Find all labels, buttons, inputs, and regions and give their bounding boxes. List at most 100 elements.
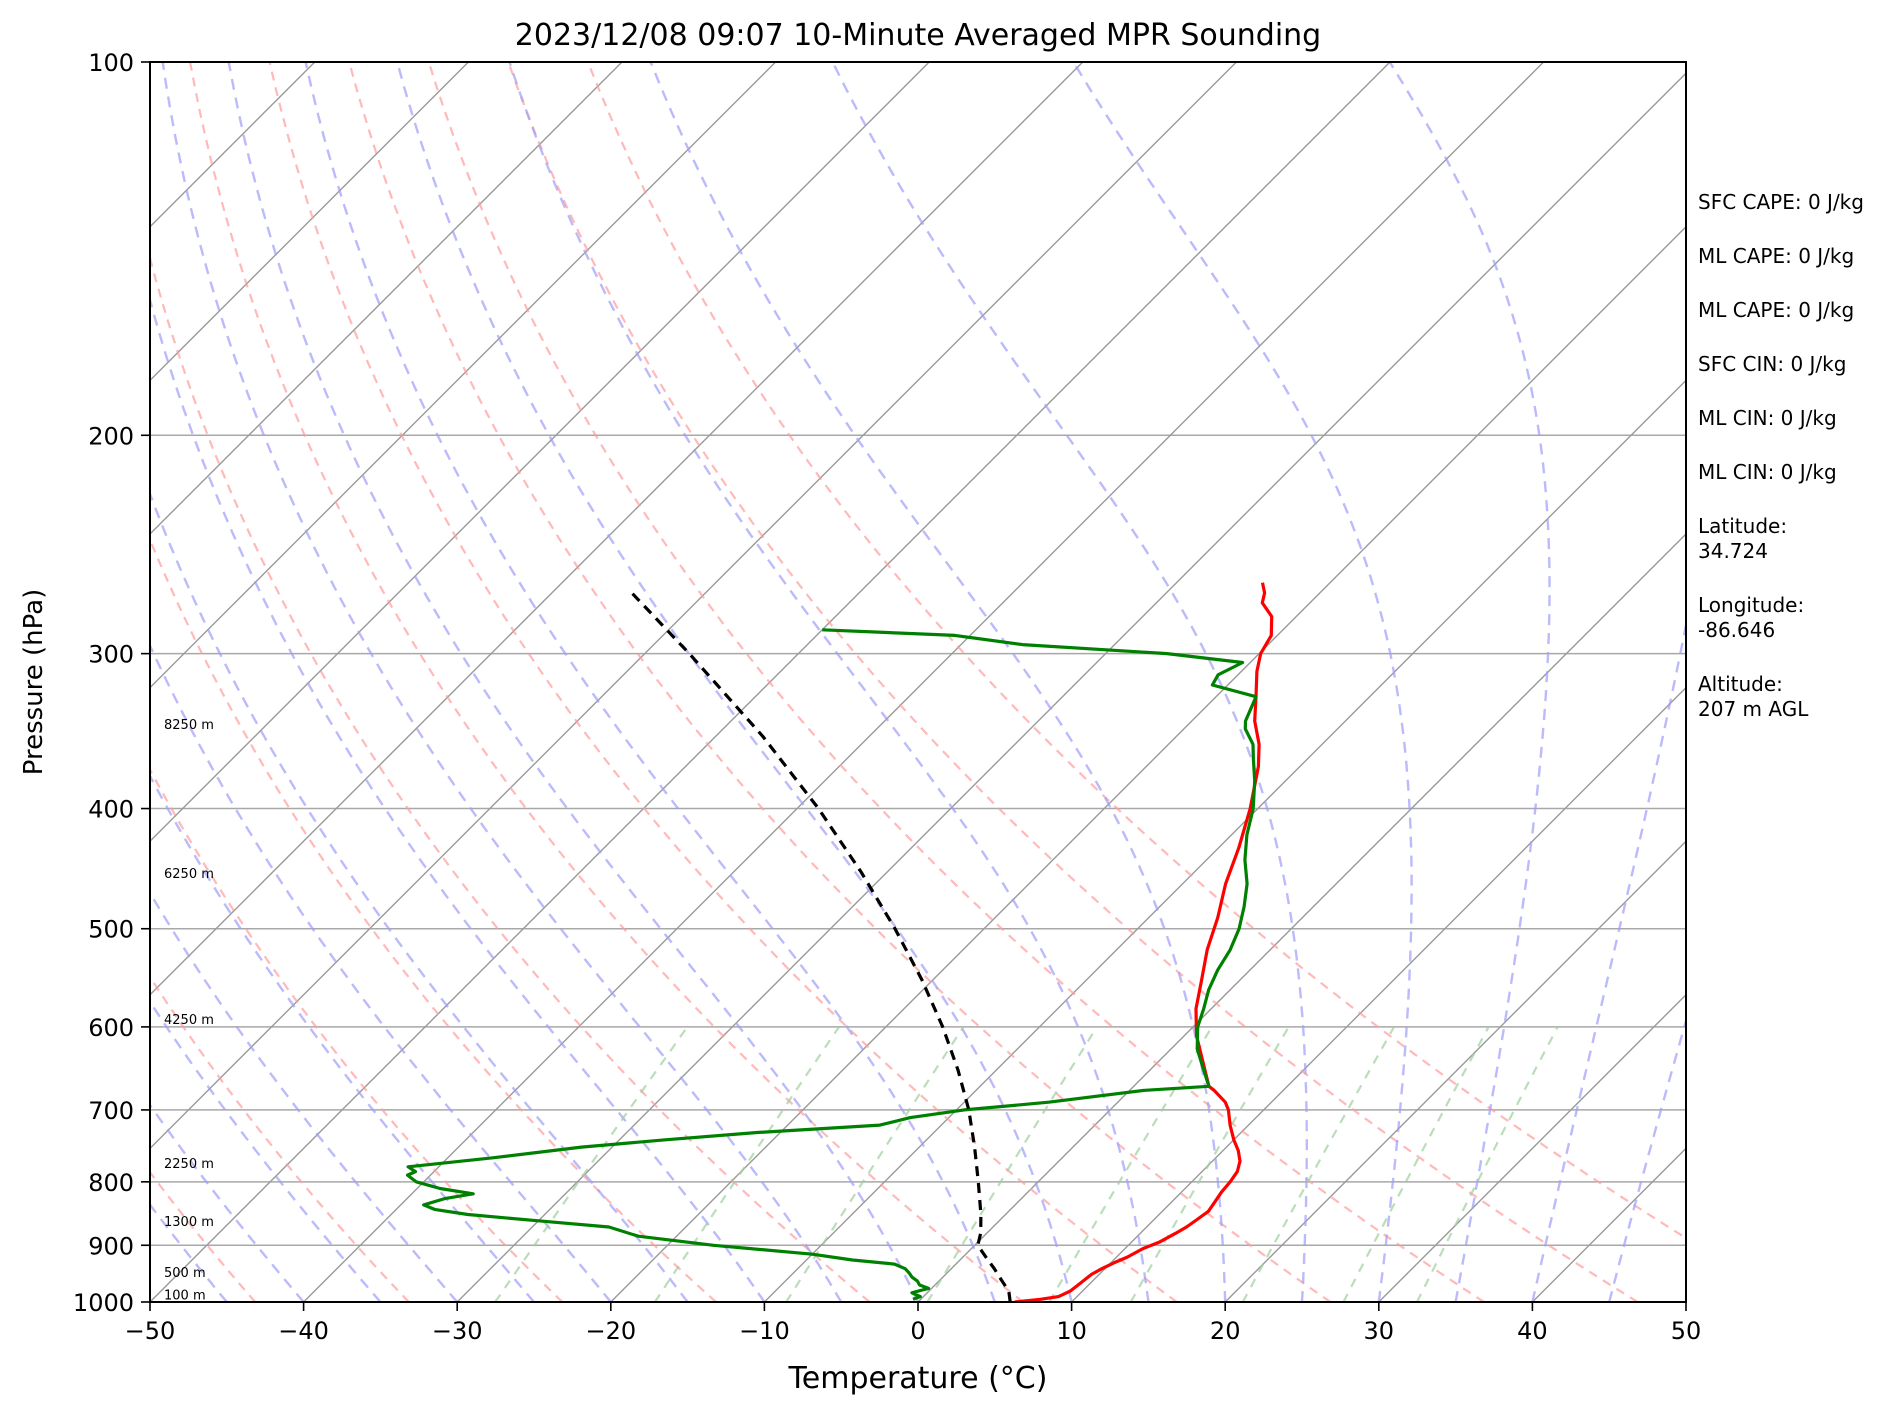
x-tick-label: 20: [1210, 1317, 1241, 1345]
annotation-label: Latitude:: [1698, 514, 1787, 538]
dry-adiabat-line: [348, 62, 1332, 1302]
dry-adiabat-line: [150, 974, 410, 1302]
isotherm-line: [150, 62, 1084, 996]
annotations-panel: SFC CAPE: 0 J/kg ML CAPE: 0 J/kg ML CAPE: …: [1698, 190, 1864, 721]
y-tick-label: 200: [88, 422, 134, 450]
parcel-path: [630, 591, 1012, 1302]
x-axis: −50 −40 −30 −20 −10 0 10 20 30 40 50: [125, 1302, 1702, 1345]
annotation-label: ML CIN: 0 J/kg: [1698, 460, 1837, 484]
mixing-ratio-line: [1342, 1026, 1490, 1302]
x-tick-label: −50: [125, 1317, 176, 1345]
moist-adiabat-line: [396, 62, 1073, 1302]
y-tick-label: 300: [88, 641, 134, 669]
annotation-label: SFC CAPE: 0 J/kg: [1698, 190, 1864, 214]
y-tick-label: 900: [88, 1232, 134, 1260]
x-tick-label: −30: [432, 1317, 483, 1345]
moist-adiabat-line: [1072, 62, 1413, 1302]
annotation-label: SFC CIN: 0 J/kg: [1698, 352, 1846, 376]
height-label: 2250 m: [164, 1157, 214, 1172]
y-axis-label: Pressure (hPa): [19, 589, 49, 776]
dry-adiabat-line: [150, 1170, 257, 1302]
moist-adiabat-line: [150, 999, 382, 1302]
height-label: 500 m: [164, 1266, 206, 1281]
y-tick-label: 1000: [73, 1289, 134, 1317]
moist-adiabat-line: [227, 62, 920, 1302]
mixing-ratio-line: [926, 1026, 1098, 1302]
mixing-ratio-line: [1129, 1026, 1290, 1302]
isotherm-line: [456, 72, 1686, 1302]
annotation-value: 207 m AGL: [1698, 697, 1809, 721]
x-tick-label: −40: [278, 1317, 329, 1345]
x-tick-label: −10: [739, 1317, 790, 1345]
x-tick-label: 0: [910, 1317, 925, 1345]
annotation-label: ML CAPE: 0 J/kg: [1698, 298, 1854, 322]
height-labels: 8250 m 6250 m 4250 m 2250 m 1300 m 500 m 100 m: [164, 718, 214, 1303]
annotation-value: 34.724: [1698, 539, 1768, 563]
y-tick-label: 400: [88, 796, 134, 824]
isotherm-line: [1071, 686, 1686, 1302]
dry-adiabat-line: [268, 62, 1178, 1302]
dry-adiabat-line: [427, 62, 1485, 1302]
moist-adiabat-line: [508, 62, 1150, 1302]
isotherm-line: [917, 533, 1686, 1302]
moist-adiabat-line: [150, 773, 535, 1302]
isotherm-line: [763, 379, 1686, 1302]
x-tick-label: 10: [1056, 1317, 1087, 1345]
reference-lines: [150, 62, 1686, 1302]
dry-adiabat-line: [189, 62, 1024, 1302]
height-label: 6250 m: [164, 867, 214, 882]
y-tick-label: 100: [88, 49, 134, 77]
moist-adiabat-line: [150, 295, 766, 1302]
dry-adiabat-line: [507, 62, 1639, 1302]
y-tick-label: 800: [88, 1169, 134, 1197]
isotherm-line: [150, 62, 777, 689]
dry-adiabat-line: [150, 253, 871, 1302]
isotherm-line: [150, 62, 623, 535]
x-tick-label: 40: [1517, 1317, 1548, 1345]
mixing-ratio-line: [653, 1026, 840, 1302]
isotherm-line: [303, 62, 1545, 1302]
mixing-ratio-line: [785, 1026, 965, 1302]
x-tick-label: 30: [1364, 1317, 1395, 1345]
moist-adiabat-line: [150, 890, 459, 1302]
height-label: 100 m: [164, 1288, 206, 1303]
annotation-label: Altitude:: [1698, 672, 1783, 696]
y-axis: 1000 900 800 700 600 500 400 300 200 100: [73, 49, 150, 1317]
y-tick-label: 500: [88, 916, 134, 944]
mixing-ratio-line: [1241, 1026, 1395, 1302]
moist-adiabat-line: [161, 62, 843, 1302]
annotation-value: -86.646: [1698, 618, 1775, 642]
chart-title: 2023/12/08 09:07 10-Minute Averaged MPR …: [515, 18, 1321, 53]
annotation-label: ML CIN: 0 J/kg: [1698, 406, 1837, 430]
height-label: 4250 m: [164, 1013, 214, 1028]
height-label: 8250 m: [164, 718, 214, 733]
isotherm-line: [150, 62, 930, 843]
x-axis-label: Temperature (°C): [788, 1361, 1048, 1396]
moist-adiabat-line: [1388, 62, 1551, 1302]
moist-adiabat-line: [1531, 618, 1686, 1302]
data-series: [405, 582, 1274, 1302]
isotherm-line: [1224, 840, 1686, 1302]
moist-adiabat-line: [649, 62, 1227, 1302]
mixing-ratio-line: [1048, 1026, 1213, 1302]
moist-adiabat-line: [304, 62, 996, 1302]
temperature-profile: [1014, 582, 1274, 1302]
annotation-label: Longitude:: [1698, 593, 1804, 617]
moist-adiabat-line: [150, 490, 689, 1302]
isotherm-line: [1378, 993, 1686, 1302]
x-tick-label: 50: [1671, 1317, 1702, 1345]
dewpoint-profile: [405, 628, 1258, 1301]
mixing-ratio-line: [1416, 1026, 1559, 1302]
isotherm-line: [610, 225, 1686, 1302]
isotherm-line: [150, 62, 1237, 1150]
height-label: 1300 m: [164, 1215, 214, 1230]
dry-adiabat-line: [586, 62, 1686, 1240]
x-tick-label: −20: [585, 1317, 636, 1345]
y-tick-label: 600: [88, 1014, 134, 1042]
y-tick-label: 700: [88, 1097, 134, 1125]
mixing-ratio-line: [494, 1026, 689, 1302]
annotation-label: ML CAPE: 0 J/kg: [1698, 244, 1854, 268]
isotherm-line: [150, 62, 469, 382]
moist-adiabat-line: [831, 62, 1309, 1302]
